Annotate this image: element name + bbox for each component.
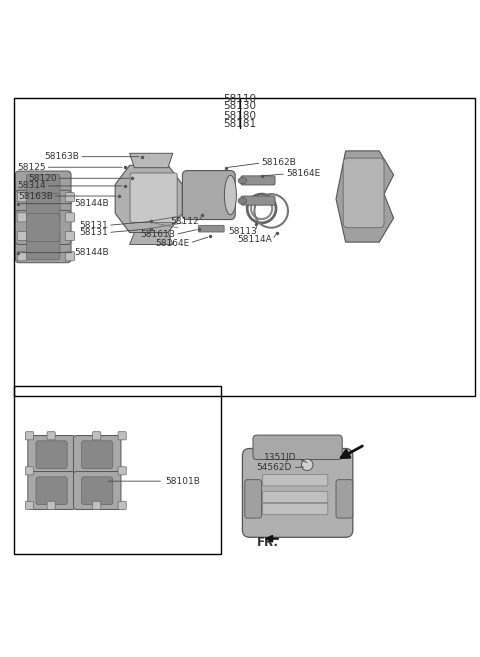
Bar — [14, 98, 475, 396]
FancyBboxPatch shape — [26, 232, 60, 260]
Text: 58120: 58120 — [28, 173, 57, 183]
Text: 58164E: 58164E — [156, 238, 190, 248]
FancyBboxPatch shape — [118, 501, 126, 509]
FancyBboxPatch shape — [336, 480, 353, 518]
FancyBboxPatch shape — [263, 503, 328, 514]
Text: 58125: 58125 — [17, 163, 46, 171]
FancyBboxPatch shape — [28, 472, 75, 509]
FancyBboxPatch shape — [25, 432, 34, 440]
Ellipse shape — [224, 175, 236, 215]
Text: 58131: 58131 — [79, 221, 108, 230]
FancyBboxPatch shape — [73, 472, 121, 509]
Text: 58314: 58314 — [17, 181, 46, 191]
Text: 58164E: 58164E — [286, 170, 320, 179]
FancyBboxPatch shape — [73, 436, 121, 474]
Text: 58112: 58112 — [170, 217, 199, 226]
FancyBboxPatch shape — [17, 213, 26, 222]
Text: 58161B: 58161B — [140, 230, 175, 239]
FancyBboxPatch shape — [26, 174, 60, 202]
FancyBboxPatch shape — [263, 491, 328, 503]
FancyBboxPatch shape — [253, 435, 342, 459]
FancyBboxPatch shape — [36, 441, 67, 468]
Polygon shape — [336, 151, 394, 242]
Text: 58180: 58180 — [224, 111, 256, 122]
FancyBboxPatch shape — [65, 193, 74, 202]
FancyBboxPatch shape — [263, 474, 328, 486]
FancyBboxPatch shape — [17, 193, 26, 202]
Text: 58113: 58113 — [228, 227, 257, 236]
Text: 58131: 58131 — [79, 228, 108, 237]
FancyBboxPatch shape — [241, 196, 275, 205]
FancyBboxPatch shape — [36, 477, 67, 505]
FancyBboxPatch shape — [130, 173, 177, 223]
Text: 58162B: 58162B — [262, 158, 296, 168]
Circle shape — [301, 459, 313, 470]
FancyBboxPatch shape — [15, 171, 71, 205]
FancyBboxPatch shape — [25, 466, 34, 475]
FancyBboxPatch shape — [47, 432, 55, 440]
FancyBboxPatch shape — [241, 176, 275, 185]
Text: 58144B: 58144B — [74, 199, 109, 208]
Text: 58110: 58110 — [224, 94, 256, 104]
Polygon shape — [130, 153, 173, 168]
Text: 58144B: 58144B — [74, 248, 109, 257]
Polygon shape — [115, 166, 182, 233]
Text: 58114A: 58114A — [238, 235, 272, 244]
Text: 1351JD: 1351JD — [264, 453, 297, 462]
FancyBboxPatch shape — [15, 210, 71, 244]
FancyBboxPatch shape — [25, 501, 34, 509]
FancyBboxPatch shape — [93, 432, 101, 440]
FancyBboxPatch shape — [118, 432, 126, 440]
Ellipse shape — [238, 198, 247, 204]
Text: 58101B: 58101B — [166, 476, 201, 486]
Text: 58130: 58130 — [224, 101, 256, 111]
Bar — [14, 386, 221, 554]
FancyBboxPatch shape — [15, 191, 71, 224]
Text: 58163B: 58163B — [18, 192, 53, 200]
FancyBboxPatch shape — [118, 466, 126, 475]
FancyBboxPatch shape — [242, 449, 353, 537]
Text: 54562D: 54562D — [256, 463, 291, 472]
FancyBboxPatch shape — [182, 171, 235, 219]
FancyBboxPatch shape — [26, 194, 60, 221]
FancyBboxPatch shape — [15, 229, 71, 263]
FancyBboxPatch shape — [28, 436, 75, 474]
FancyBboxPatch shape — [65, 231, 74, 240]
FancyBboxPatch shape — [245, 480, 262, 518]
FancyBboxPatch shape — [82, 441, 113, 468]
FancyBboxPatch shape — [65, 213, 74, 222]
FancyBboxPatch shape — [47, 501, 55, 509]
FancyBboxPatch shape — [82, 477, 113, 505]
Polygon shape — [130, 233, 173, 244]
Text: 58181: 58181 — [223, 118, 257, 129]
FancyBboxPatch shape — [65, 252, 74, 261]
FancyBboxPatch shape — [26, 214, 60, 242]
Text: 58163B: 58163B — [44, 152, 79, 161]
Ellipse shape — [238, 177, 247, 184]
Text: FR.: FR. — [257, 535, 279, 549]
FancyBboxPatch shape — [17, 231, 26, 240]
FancyBboxPatch shape — [343, 158, 384, 228]
FancyBboxPatch shape — [198, 225, 224, 232]
FancyBboxPatch shape — [93, 501, 101, 509]
FancyBboxPatch shape — [17, 252, 26, 261]
